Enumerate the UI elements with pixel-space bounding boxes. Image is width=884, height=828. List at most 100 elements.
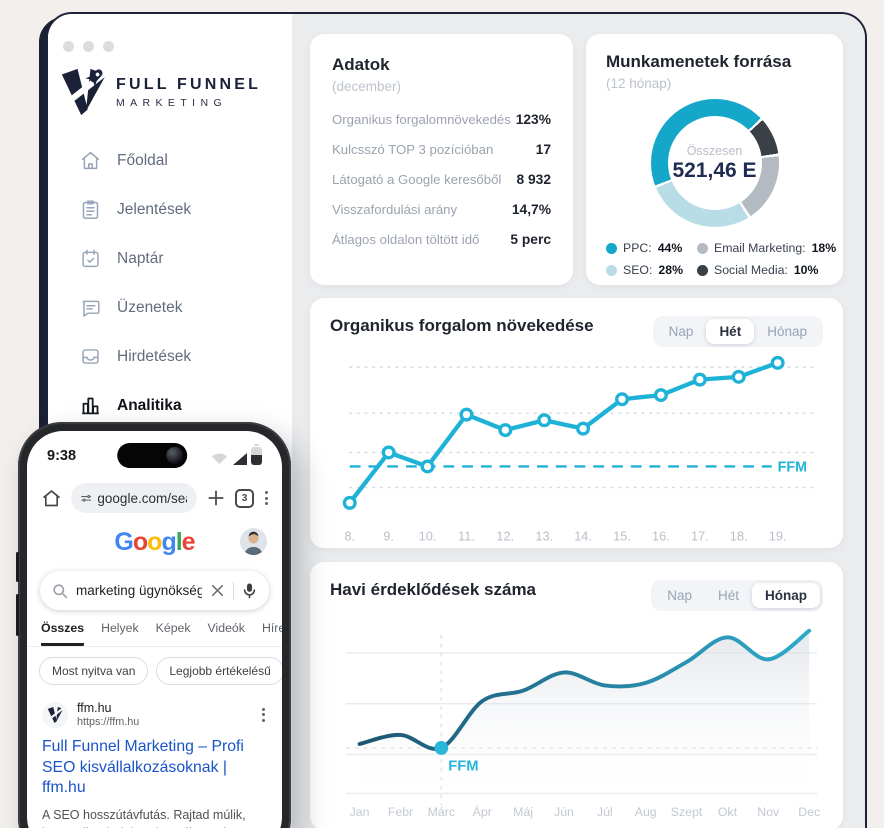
new-tab-icon[interactable] — [206, 488, 226, 508]
tab-nap[interactable]: Nap — [668, 324, 694, 339]
donut-center-value: 521,46 E — [672, 158, 757, 182]
analytics-icon — [82, 397, 99, 415]
stat-label: Látogató a Google keresőből — [332, 172, 502, 187]
sidebar-item-uzenetek[interactable]: Üzenetek — [48, 283, 292, 332]
stat-row: Átlagos oldalon töltött idő 5 perc — [332, 232, 551, 247]
sessions-card: Munkamenetek forrása (12 hónap) Összesen… — [586, 34, 843, 285]
svg-text:Máj: Máj — [513, 805, 533, 819]
status-bar: 9:38 — [27, 431, 282, 475]
sidebar-item-fooldal[interactable]: Főoldal — [48, 136, 292, 185]
sidebar-item-label: Jelentések — [117, 200, 192, 218]
leads-area-chart: FFM Jan Febr Márc Ápr Máj Jún Júl Aug Szept Okt Nov… — [330, 617, 823, 822]
google-tab-képek[interactable]: Képek — [155, 621, 191, 635]
stat-value: 5 perc — [510, 232, 551, 247]
sidebar-item-jelentesek[interactable]: Jelentések — [48, 185, 292, 234]
google-tab-összes[interactable]: Összes — [41, 621, 85, 646]
sessions-card-title: Munkamenetek forrása — [606, 52, 792, 71]
tab-nap[interactable]: Nap — [667, 588, 692, 603]
google-tab-hírek[interactable]: Hírek — [261, 621, 282, 635]
ffm-favicon-icon — [46, 706, 64, 723]
brand-logo: FULL FUNNEL MARKETING — [60, 66, 261, 118]
svg-text:Ápr: Ápr — [473, 804, 492, 819]
sidebar-item-label: Hirdetések — [117, 347, 192, 365]
report-icon — [82, 200, 99, 219]
google-logo-letter: o — [132, 527, 148, 556]
stats-card-title: Adatok — [332, 55, 390, 74]
stat-row: Visszafordulási arány 14,7% — [332, 202, 551, 217]
svg-text:10.: 10. — [419, 528, 437, 543]
svg-text:Nov: Nov — [757, 805, 780, 819]
google-logo-letter: G — [114, 527, 133, 556]
brand-tagline: MARKETING — [116, 96, 228, 109]
window-dot[interactable] — [83, 41, 94, 52]
leads-chart-title: Havi érdeklődések száma — [330, 580, 537, 599]
dynamic-island — [116, 443, 187, 468]
google-result-tabs: ÖsszesHelyekKépekVideókHírekÚti cél — [27, 610, 282, 646]
stat-label: Visszafordulási arány — [332, 202, 458, 217]
avatar-photo — [240, 528, 267, 555]
divider — [233, 581, 234, 600]
search-input[interactable]: marketing ügynökség SEO — [40, 571, 269, 610]
phone-screen: 9:38 google.com/search?q 3 G — [27, 431, 282, 828]
browser-menu-icon[interactable] — [263, 489, 270, 507]
stat-value: 17 — [535, 142, 551, 157]
legend-item-seo: SEO: 28% — [606, 263, 683, 277]
svg-text:13.: 13. — [535, 528, 553, 543]
svg-text:11.: 11. — [458, 528, 475, 543]
svg-text:17.: 17. — [691, 528, 709, 543]
donut-legend: PPC: 44% Email Marketing: 18% SEO: 28% Soci… — [606, 241, 836, 277]
browser-home-icon[interactable] — [41, 488, 62, 509]
traffic-chart-card: Organikus forgalom növekedése Nap Hét Hóna… — [310, 298, 843, 548]
google-logo-letter: g — [161, 527, 176, 556]
filter-chip[interactable]: Most nyitva van — [39, 657, 149, 685]
tab-hónap[interactable]: Hónap — [767, 324, 807, 339]
leads-chart-range-tabs: Nap Hét Hónap — [651, 580, 823, 611]
legend-dot — [697, 242, 709, 254]
filter-chip[interactable]: Legjobb értékelésű — [156, 657, 282, 685]
sidebar-item-hirdetesek[interactable]: Hirdetések — [48, 332, 292, 381]
stat-label: Organikus forgalomnövekedés — [332, 112, 511, 127]
address-bar[interactable]: google.com/search?q — [71, 483, 197, 513]
tab-switcher-icon[interactable]: 3 — [235, 488, 254, 508]
google-logo: Google — [114, 527, 195, 557]
stats-card: Adatok (december) Organikus forgalomnöve… — [310, 34, 573, 285]
sidebar-nav: Főoldal Jelentések Naptár Üzenetek Hirde… — [48, 136, 292, 430]
tab-hét[interactable]: Hét — [706, 319, 755, 344]
window-dot[interactable] — [63, 41, 74, 52]
legend-dot — [697, 264, 709, 276]
result-site-name: ffm.hu — [77, 701, 112, 715]
google-tab-videók[interactable]: Videók — [207, 621, 245, 635]
legend-item-email-marketing: Email Marketing: 18% — [697, 241, 836, 255]
sidebar-item-analitika[interactable]: Analitika — [48, 381, 292, 430]
svg-text:Okt: Okt — [718, 805, 738, 819]
stat-row: Organikus forgalomnövekedés 123% — [332, 112, 551, 127]
svg-text:Márc: Márc — [428, 805, 455, 819]
app-window: FULL FUNNEL MARKETING Főoldal Jelentések… — [46, 12, 867, 828]
tab-hónap[interactable]: Hónap — [752, 583, 820, 608]
clear-icon[interactable] — [210, 583, 225, 598]
tab-hét[interactable]: Hét — [717, 588, 739, 603]
google-logo-letter: o — [147, 527, 162, 556]
result-menu-icon[interactable] — [260, 706, 267, 724]
mic-icon[interactable] — [242, 582, 257, 599]
legend-dot — [606, 242, 617, 254]
sidebar-item-label: Főoldal — [117, 151, 168, 169]
window-controls[interactable] — [63, 41, 114, 52]
result-site-url: https://ffm.hu — [77, 716, 140, 728]
svg-text:Febr: Febr — [388, 805, 413, 819]
stat-label: Kulcsszó TOP 3 pozícióban — [332, 142, 494, 157]
phone-volume-button — [16, 594, 19, 636]
window-dot[interactable] — [103, 41, 114, 52]
battery-icon — [251, 444, 262, 465]
stats-card-subtitle: (december) — [332, 79, 402, 94]
home-icon — [81, 151, 100, 170]
svg-text:Dec: Dec — [798, 805, 820, 819]
google-tab-helyek[interactable]: Helyek — [101, 621, 139, 635]
avatar[interactable] — [240, 528, 267, 555]
url-text: google.com/search?q — [97, 490, 187, 506]
svg-text:16.: 16. — [652, 528, 670, 543]
sidebar-item-naptar[interactable]: Naptár — [48, 234, 292, 283]
sidebar-item-label: Üzenetek — [117, 298, 183, 316]
result-title-link[interactable]: Full Funnel Marketing – Profi SEO kisvál… — [42, 738, 244, 797]
